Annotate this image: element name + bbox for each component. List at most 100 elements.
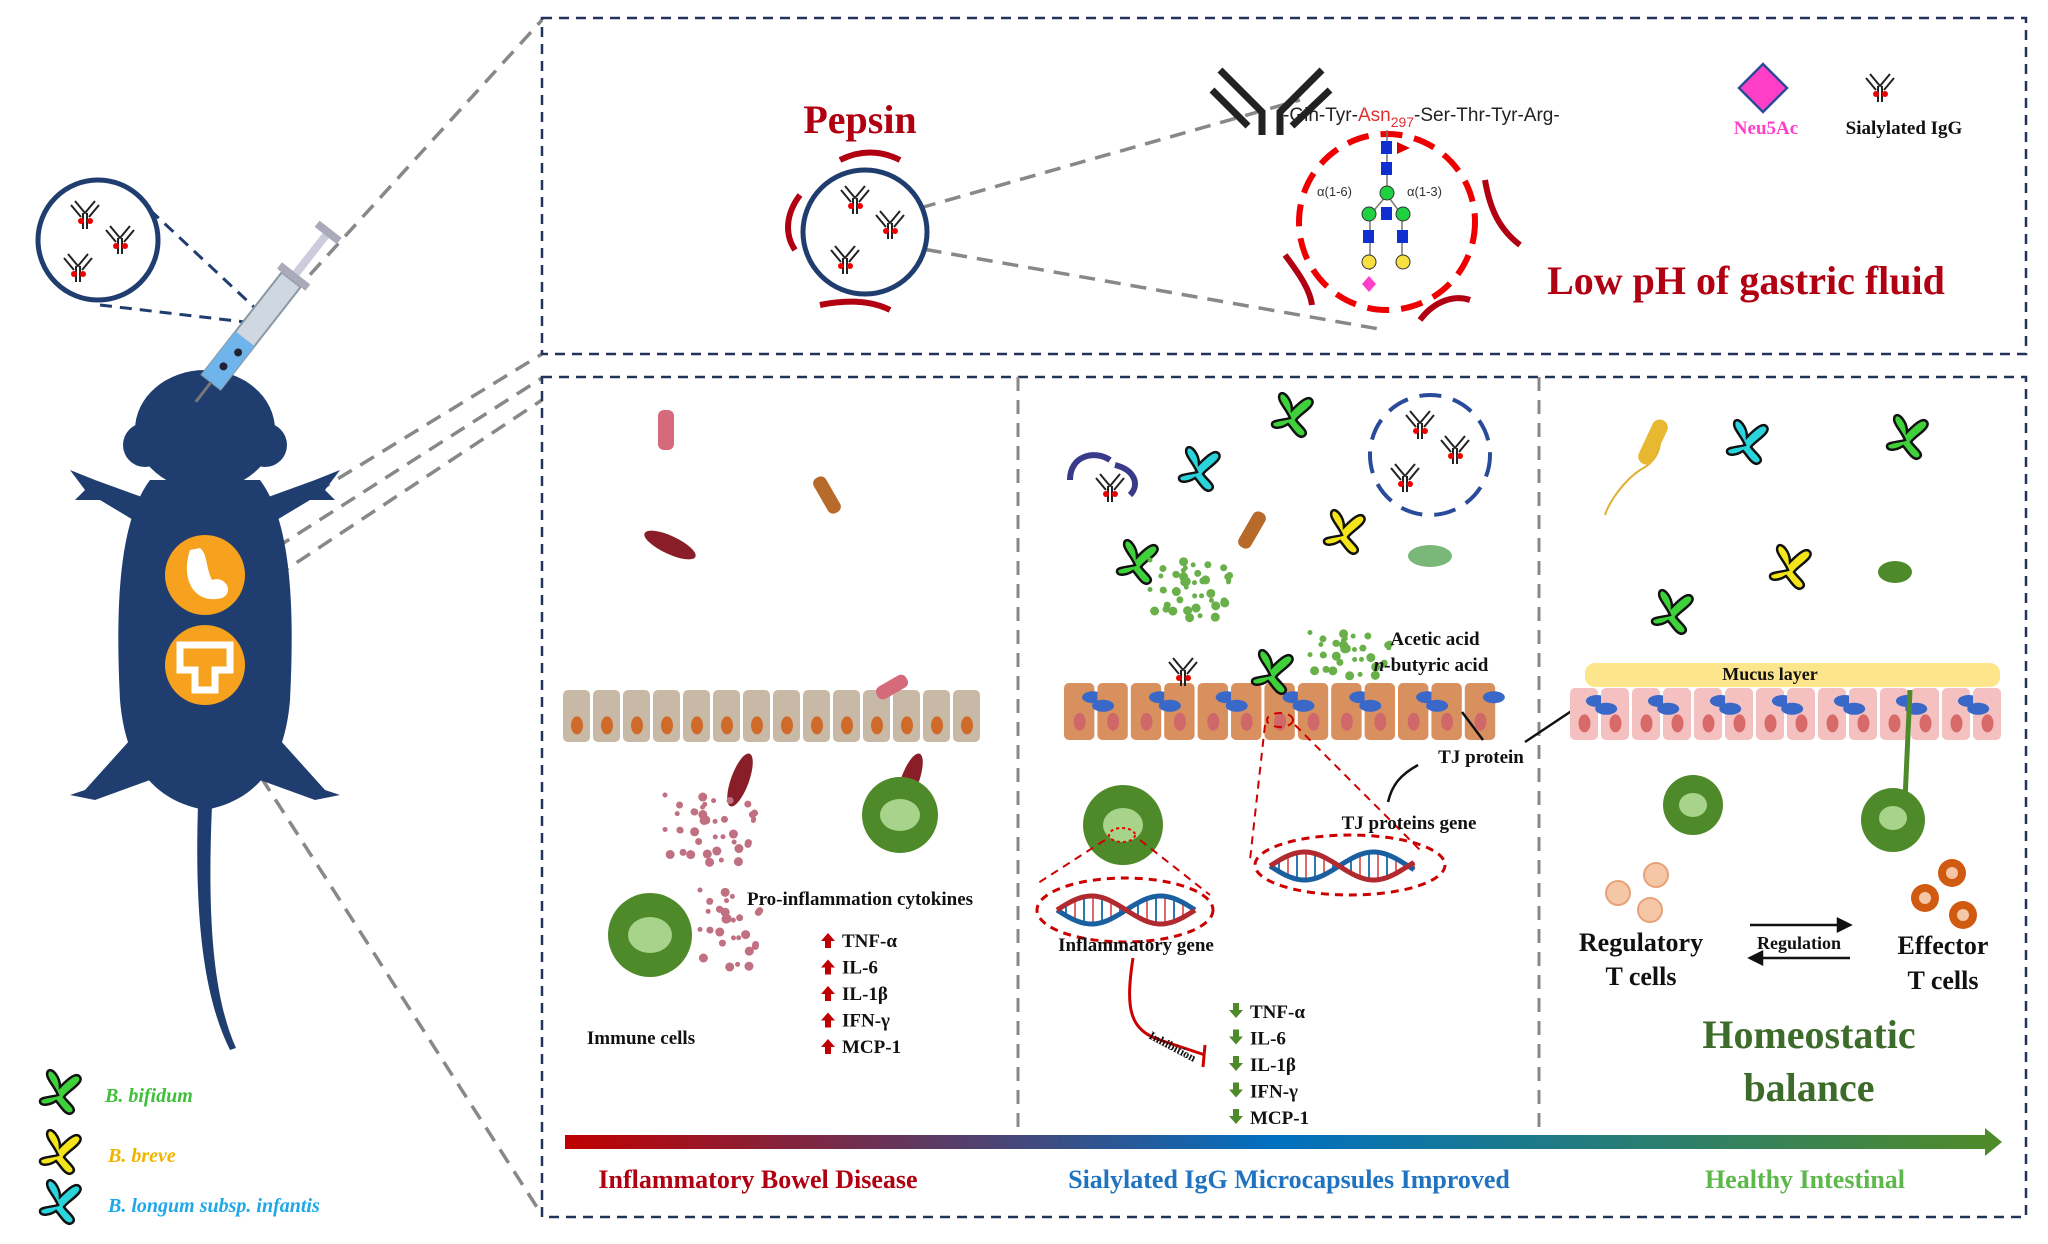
cytokine-item: IFN-γ	[842, 1011, 890, 1032]
epithelial-cell	[1973, 688, 2001, 740]
tj-protein	[1158, 699, 1181, 712]
arrow-up-icon	[821, 1039, 835, 1054]
breve-icon	[38, 1128, 82, 1176]
capsule-in-stomach	[800, 167, 930, 297]
low-ph-label: Low pH of gastric fluid	[1547, 258, 1945, 303]
tj-protein	[1657, 702, 1680, 715]
microcapsule-icon	[35, 177, 161, 303]
cytokine-list-up: TNF-α IL-6 IL-1β IFN-γ MCP-1	[821, 931, 901, 1058]
epithelial-cell	[1601, 688, 1629, 740]
acetic-acid-label: Acetic acid	[1390, 629, 1480, 650]
legend-bifidum: B. bifidum	[104, 1085, 193, 1107]
top-panel-frame	[540, 16, 2028, 356]
tj-protein-label: TJ protein	[1438, 747, 1524, 768]
regulatory-t-cells	[1605, 862, 1669, 923]
tj-protein	[1967, 702, 1990, 715]
tj-protein	[1359, 699, 1382, 712]
bottom-panel-frame	[540, 375, 2028, 1219]
inhibition-line	[1128, 957, 1207, 1068]
dna-inflammatory-gene	[1055, 893, 1197, 927]
tj-protein	[1781, 702, 1804, 715]
epithelial-cell	[1164, 683, 1195, 740]
cytokine-item: MCP-1	[842, 1037, 901, 1058]
inflamed-epithelium	[563, 690, 980, 742]
dna-tj-gene	[1268, 849, 1416, 883]
epithelial-cell	[833, 690, 860, 742]
pepsin-arrows	[785, 149, 902, 313]
pepsin-label: Pepsin	[803, 97, 916, 142]
epithelial-cell	[1431, 683, 1462, 740]
regulatory-line1: Regulatory	[1579, 928, 1703, 957]
tj-protein	[1225, 699, 1248, 712]
mucus-layer-label: Mucus layer	[1722, 664, 1817, 684]
epithelial-cell	[803, 690, 830, 742]
effector-line2: T cells	[1907, 966, 1978, 995]
effector-line1: Effector	[1898, 931, 1989, 960]
epithelial-cell	[563, 690, 590, 742]
cytokine-item: IL-1β	[1250, 1055, 1296, 1076]
epithelial-cell	[1787, 688, 1815, 740]
epithelial-cell	[1097, 683, 1128, 740]
tj-gene-label: TJ proteins gene	[1342, 813, 1477, 834]
epithelial-cell	[953, 690, 980, 742]
cytokine-item: TNF-α	[842, 931, 897, 952]
neu5ac-legend: Neu5Ac	[1734, 62, 1798, 139]
epithelial-cell	[773, 690, 800, 742]
epithelial-cell	[1297, 683, 1329, 740]
regulation-arrows	[1747, 916, 1853, 967]
tj-protein	[1595, 702, 1618, 715]
tj-protein	[1092, 699, 1115, 712]
label-healthy: Healthy Intestinal	[1705, 1165, 1905, 1194]
cytokine-item: IL-6	[1250, 1029, 1286, 1050]
butyric-acid-label: n-butyric acid	[1374, 655, 1489, 676]
regulatory-line2: T cells	[1605, 962, 1676, 991]
inhibition-label: Inhibition	[1147, 1028, 1199, 1065]
immune-cell	[1083, 785, 1163, 865]
repaired-epithelium	[1064, 683, 1505, 740]
cytokine-particles	[662, 792, 764, 972]
epithelial-cell	[1911, 688, 1939, 740]
regulation-label: Regulation	[1757, 933, 1841, 953]
igg-antibody-icon	[1209, 67, 1333, 135]
zoom-to-gene	[1034, 712, 1447, 944]
arrow-down-icon	[1229, 1003, 1243, 1018]
cytokine-list-down: TNF-α IL-6 IL-1β IFN-γ MCP-1	[1229, 1002, 1309, 1129]
homeostatic-line2: balance	[1743, 1065, 1874, 1110]
arrow-down-icon	[1229, 1056, 1243, 1071]
epithelial-cell	[713, 690, 740, 742]
progress-arrowhead	[1985, 1128, 2002, 1156]
arrow-up-icon	[821, 1012, 835, 1028]
arrow-down-icon	[1229, 1082, 1243, 1098]
probiotics	[1115, 391, 1452, 696]
arrow-up-icon	[821, 933, 835, 948]
label-ibd: Inflammatory Bowel Disease	[598, 1165, 917, 1194]
immune-cells-healthy	[1663, 689, 1925, 852]
epithelial-cell	[1231, 683, 1262, 740]
longum-icon	[38, 1178, 82, 1226]
scfa-particles	[1147, 557, 1394, 681]
tj-protein	[1843, 702, 1866, 715]
legend-breve: B. breve	[107, 1145, 176, 1167]
epithelial-cell	[593, 690, 620, 742]
epithelial-cell	[893, 690, 920, 742]
tj-protein	[1482, 691, 1505, 704]
linkage-right: α(1-3)	[1407, 184, 1442, 199]
tj-protein	[1292, 699, 1315, 712]
epithelial-cell	[653, 690, 680, 742]
syringe-icon	[194, 220, 342, 403]
healthy-microbiota	[1604, 413, 1929, 636]
immune-cells-label: Immune cells	[587, 1028, 695, 1049]
cytokine-item: IFN-γ	[1250, 1082, 1298, 1103]
cytokine-item: TNF-α	[1250, 1002, 1305, 1023]
epithelial-cell	[863, 690, 890, 742]
acid-arrows	[1282, 179, 1522, 322]
bifidum-icon	[38, 1068, 82, 1116]
arrow-up-icon	[821, 986, 835, 1001]
epithelial-cell	[923, 690, 950, 742]
cytokine-item: IL-6	[842, 958, 878, 979]
epithelial-cell	[1364, 683, 1395, 740]
broken-capsules	[1067, 393, 1492, 687]
intestine-icon	[165, 625, 245, 705]
tj-protein	[1719, 702, 1742, 715]
